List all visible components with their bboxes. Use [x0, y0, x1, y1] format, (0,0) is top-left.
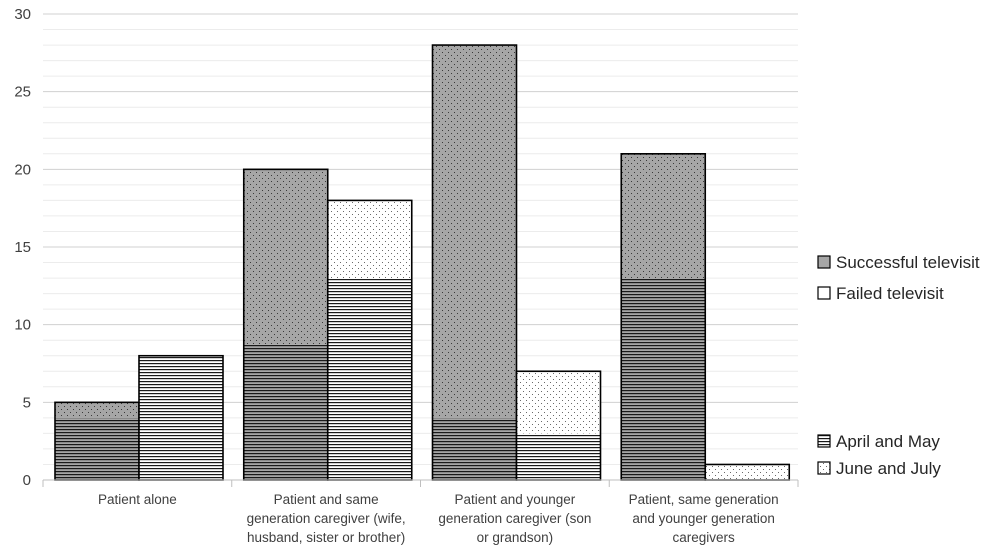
bar-segment	[55, 402, 139, 418]
legend-label: Failed televisit	[836, 284, 944, 303]
x-category-label: caregivers	[672, 530, 735, 545]
y-axis-ticks: 0 5 10 15 20 25 30	[14, 6, 31, 489]
bar-segment	[432, 417, 517, 480]
bar-segment	[327, 278, 412, 480]
legend-swatch	[817, 461, 831, 475]
bar-segment	[327, 200, 412, 279]
legend-label: Successful televisit	[836, 253, 980, 272]
y-tick-label: 0	[23, 472, 31, 489]
bar-segment	[621, 278, 706, 480]
bars	[54, 44, 791, 481]
y-tick-label: 25	[14, 84, 31, 101]
y-tick-label: 15	[14, 239, 31, 256]
bar-segment	[705, 464, 790, 480]
legend-swatch	[817, 286, 831, 300]
y-tick-label: 30	[14, 6, 31, 23]
x-category-label: generation caregiver (wife,	[247, 511, 406, 526]
y-tick-label: 20	[14, 161, 31, 178]
bar-segment	[432, 45, 517, 418]
legend: Successful televisit Failed televisit Apri…	[817, 253, 980, 478]
bar-segment	[621, 153, 706, 279]
bar-segment	[55, 417, 139, 480]
legend-swatch	[817, 434, 831, 448]
x-category-label: and younger generation	[632, 511, 775, 526]
legend-label: June and July	[836, 459, 941, 478]
x-category-label: or grandson)	[477, 530, 554, 545]
bar-segment	[243, 344, 328, 480]
legend-swatch	[817, 255, 831, 269]
x-axis-labels: Patient alone Patient and same generation …	[98, 492, 779, 545]
x-category-label: Patient, same generation	[629, 492, 779, 507]
bar-segment	[516, 433, 601, 480]
bar-segment	[139, 355, 223, 480]
x-category-label: Patient and same	[274, 492, 379, 507]
legend-label: April and May	[836, 432, 940, 451]
x-axis	[42, 479, 799, 487]
y-tick-label: 5	[23, 394, 31, 411]
x-category-label: Patient alone	[98, 492, 177, 507]
x-category-label: Patient and younger	[454, 492, 575, 507]
x-category-label: husband, sister or brother)	[247, 530, 405, 545]
bar-segment	[516, 371, 601, 434]
y-tick-label: 10	[14, 317, 31, 334]
x-category-label: generation caregiver (son	[438, 511, 591, 526]
bar-segment	[243, 169, 328, 345]
